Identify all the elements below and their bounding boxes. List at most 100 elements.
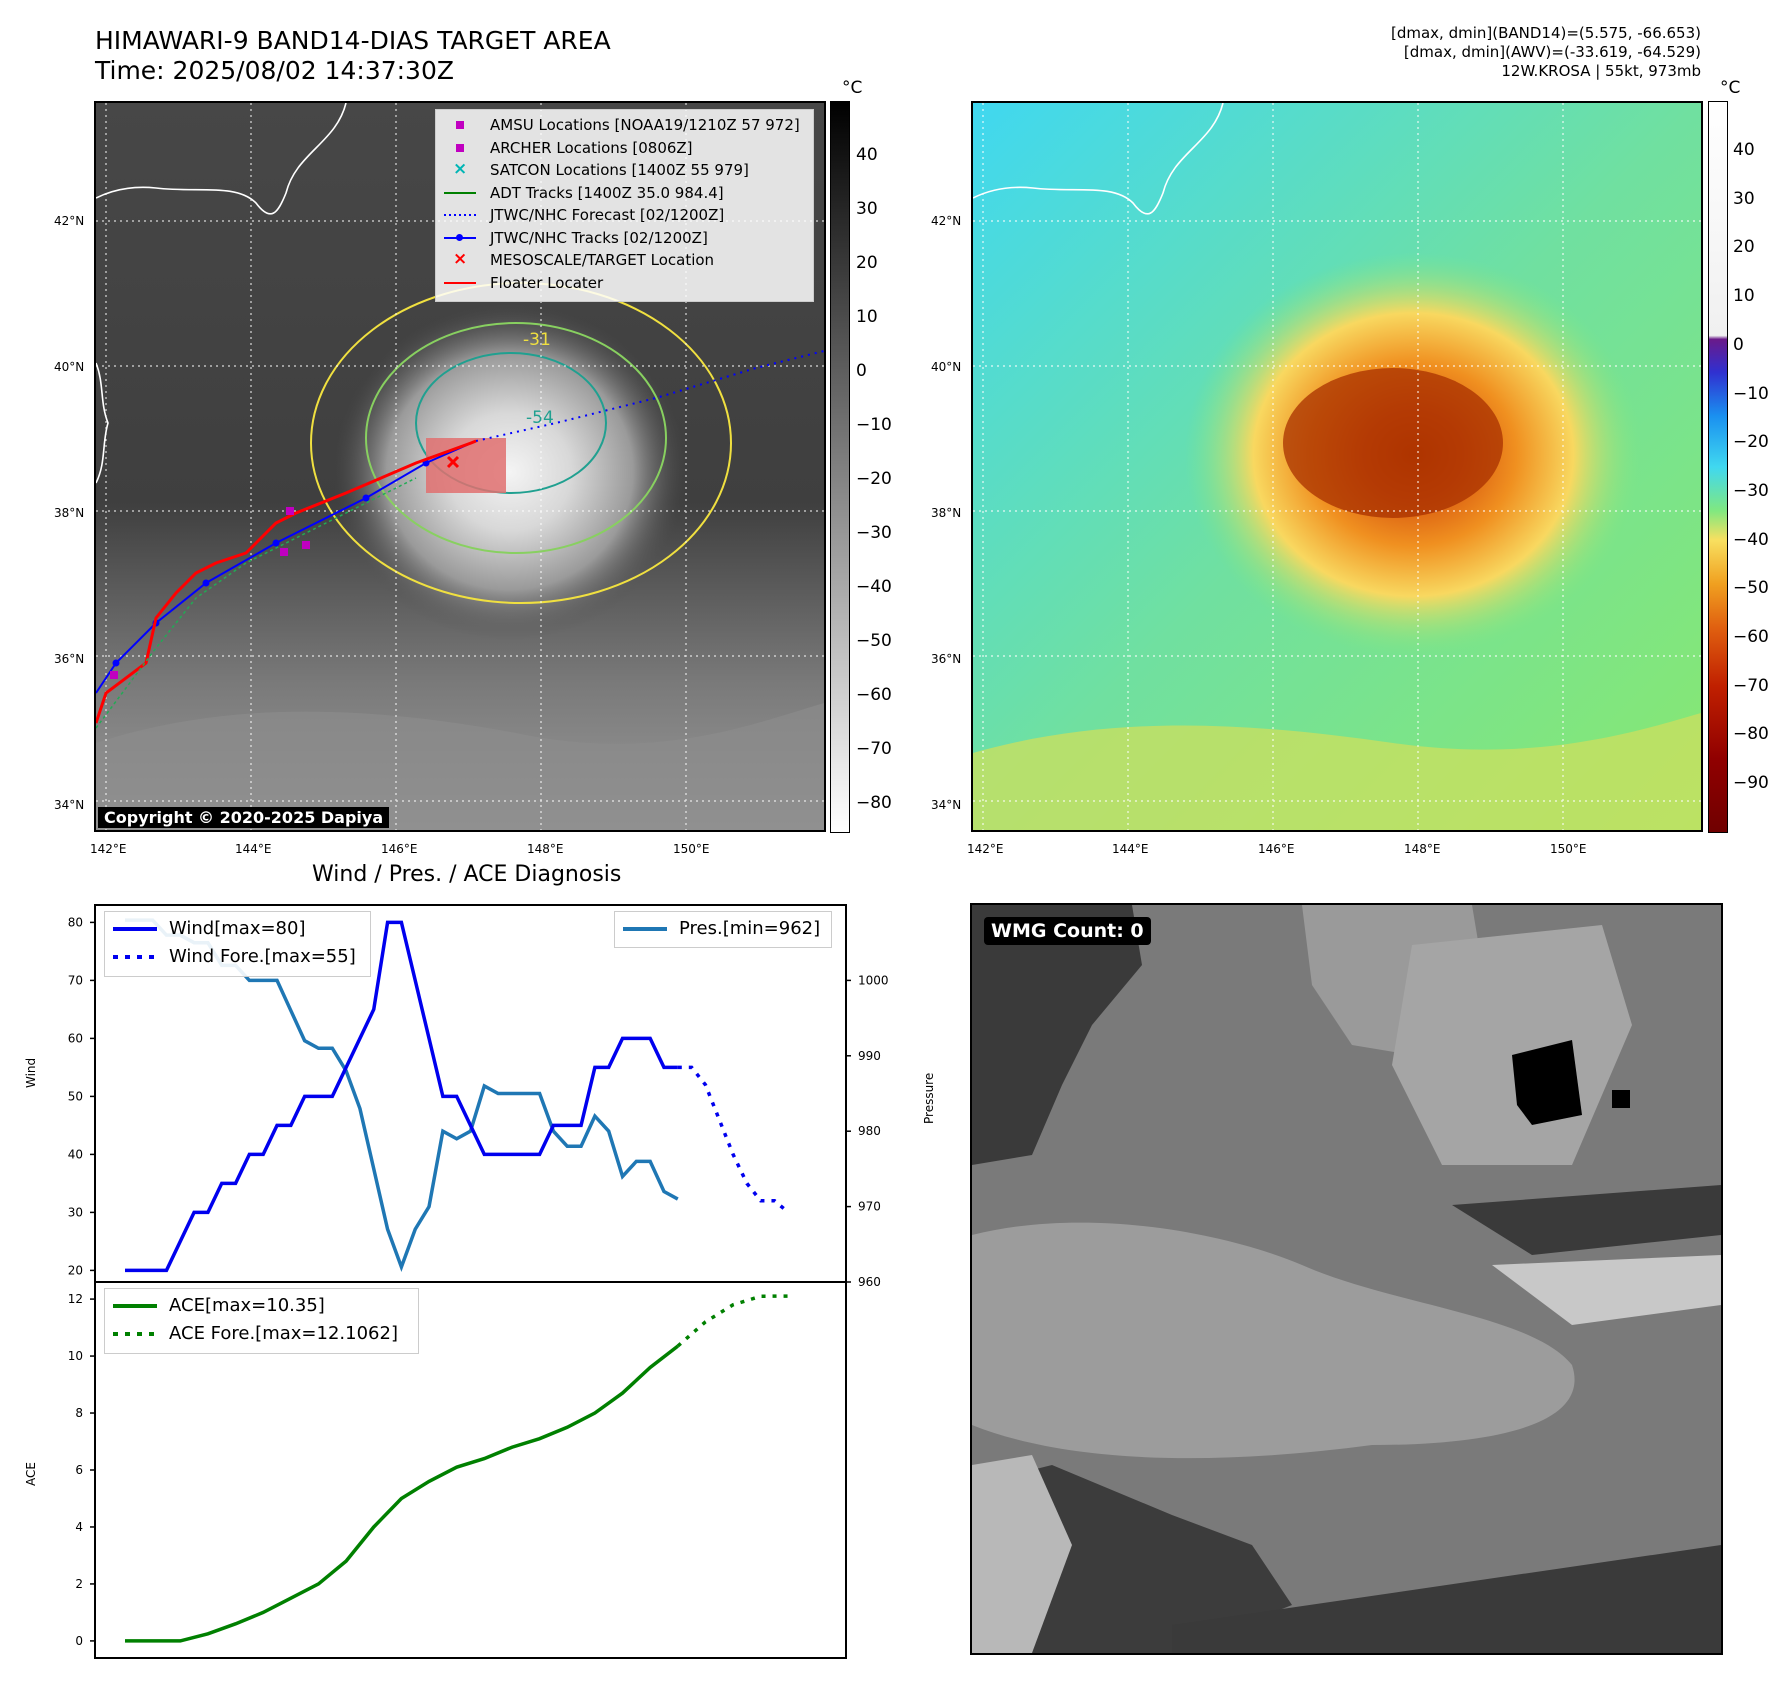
colorbar-tick-label: −40 [1733, 529, 1769, 550]
wind-fore-legend-row: Wind Fore.[max=55] [113, 943, 362, 971]
lat-label-34: 34°N [54, 798, 85, 812]
color-lon-148: 148°E [1404, 842, 1441, 856]
wmg-black-pixel [1612, 1090, 1630, 1108]
ace-legend-label: ACE[max=10.35] [169, 1295, 325, 1316]
color-lat-34: 34°N [931, 798, 962, 812]
legend-symbol-square [444, 118, 476, 132]
coastline-color [973, 103, 1224, 215]
legend-symbol-line [444, 186, 476, 200]
color-lat-42: 42°N [931, 214, 962, 228]
lon-label-144: 144°E [235, 842, 272, 856]
coastline-hokkaido [96, 103, 347, 215]
wind-tick-label: 40 [68, 1147, 83, 1161]
wmg-dark-region-nw [972, 905, 1142, 1165]
colorbar-tick-label: 20 [1733, 237, 1755, 258]
colorbar-tick-label: 30 [856, 199, 878, 219]
legend-symbol-square [444, 141, 476, 155]
colorbar-tick-label: 0 [856, 361, 867, 381]
lat-label-38: 38°N [54, 506, 85, 520]
ace-tick-label: 2 [75, 1577, 83, 1591]
colorbar-tick-label: 40 [856, 145, 878, 165]
color-lon-142: 142°E [967, 842, 1004, 856]
lon-label-150: 150°E [673, 842, 710, 856]
floater-track [96, 439, 477, 724]
ace-legend-row: ACE[max=10.35] [113, 1292, 410, 1320]
map-legend-item: Floater Locater [444, 272, 805, 295]
gray-colorbar [830, 101, 850, 833]
diag-series [125, 918, 790, 1643]
contour-label-inner: -54 [526, 408, 554, 428]
color-colorbar-unit: °C [1720, 78, 1741, 98]
ace-tick-label: 6 [75, 1463, 83, 1477]
copyright-badge: Copyright © 2020-2025 Dapiya [98, 807, 390, 828]
color-lat-36: 36°N [931, 652, 962, 666]
wind-tick-label: 50 [68, 1089, 83, 1103]
wmg-dark-region-s [1172, 1545, 1721, 1653]
ace-legend: ACE[max=10.35] ACE Fore.[max=12.1062] [104, 1288, 419, 1354]
lon-label-142: 142°E [90, 842, 127, 856]
storm-core [1283, 368, 1503, 518]
color-map-svg [973, 103, 1701, 830]
wmg-panel: WMG Count: 0 [970, 903, 1723, 1655]
legend-symbol-line [444, 276, 476, 290]
wind-forecast-series-line [677, 1065, 790, 1214]
color-colorbar [1708, 101, 1728, 833]
pressure-tick-label: 990 [858, 1049, 881, 1063]
map-legend-item: AMSU Locations [NOAA19/1210Z 57 972] [444, 114, 805, 137]
colorbar-tick-label: −40 [856, 577, 892, 597]
map-legend-item: JTWC/NHC Tracks [02/1200Z] [444, 227, 805, 250]
contour-teal [415, 352, 607, 494]
wmg-dark-streak [1452, 1185, 1721, 1255]
colorbar-tick-label: 0 [1733, 334, 1744, 355]
legend-symbol-x: × [453, 249, 468, 270]
gray-colorbar-unit: °C [842, 78, 863, 98]
lat-label-42: 42°N [54, 214, 85, 228]
colorbar-tick-label: −30 [1733, 480, 1769, 501]
map-legend-item: × SATCON Locations [1400Z 55 979] [444, 159, 805, 182]
wind-legend-swatch [113, 927, 157, 931]
color-map-panel [971, 101, 1703, 832]
colorbar-tick-label: −20 [1733, 432, 1769, 453]
contour-label-outer: -31 [523, 330, 551, 350]
colorbar-tick-label: −30 [856, 523, 892, 543]
colorbar-tick-label: −10 [1733, 383, 1769, 404]
ace-forecast-series-line [676, 1294, 789, 1348]
pressure-tick-label: 980 [858, 1124, 881, 1138]
southern-cloud-band [96, 703, 824, 830]
pressure-legend: Pres.[min=962] [614, 911, 832, 948]
wind-series-line [125, 920, 678, 1273]
color-gridlines [973, 103, 1701, 830]
lat-label-40: 40°N [54, 360, 85, 374]
legend-symbol-line-dot [444, 231, 476, 245]
map-legend-item: ADT Tracks [1400Z 35.0 984.4] [444, 182, 805, 205]
colorbar-tick-label: −80 [1733, 724, 1769, 745]
map-legend-label: AMSU Locations [NOAA19/1210Z 57 972] [490, 116, 800, 134]
amsu-archer-points [110, 507, 310, 679]
info-block: [dmax, dmin](BAND14)=(5.575, -66.653) [d… [1181, 24, 1701, 81]
color-lon-146: 146°E [1258, 842, 1295, 856]
ace-fore-legend-row: ACE Fore.[max=12.1062] [113, 1320, 410, 1348]
wind-tick-label: 60 [68, 1031, 83, 1045]
map-legend-label: ARCHER Locations [0806Z] [490, 138, 693, 157]
pressure-tick-label: 970 [858, 1200, 881, 1214]
pres-legend-swatch [623, 927, 667, 931]
info-line1: [dmax, dmin](BAND14)=(5.575, -66.653) [1390, 24, 1701, 42]
ace-tick-label: 10 [68, 1349, 83, 1363]
colorbar-tick-label: −20 [856, 469, 892, 489]
color-lon-144: 144°E [1112, 842, 1149, 856]
colorbar-tick-label: 20 [856, 253, 878, 273]
colorbar-tick-label: −60 [1733, 627, 1769, 647]
ace-ylabel: ACE [24, 1462, 38, 1486]
wind-tick-label: 70 [68, 973, 83, 987]
colorbar-tick-label: −80 [856, 793, 892, 813]
wmg-light-band [972, 1222, 1575, 1459]
map-legend-label: SATCON Locations [1400Z 55 979] [490, 161, 749, 179]
ace-tick-label: 8 [75, 1406, 83, 1420]
ace-legend-swatch [113, 1304, 157, 1308]
wind-legend-label: Wind[max=80] [169, 918, 306, 939]
map-legend-item: JTWC/NHC Forecast [02/1200Z] [444, 204, 805, 227]
ace-tick-label: 12 [68, 1292, 83, 1306]
colorbar-tick-label: −60 [856, 685, 892, 705]
